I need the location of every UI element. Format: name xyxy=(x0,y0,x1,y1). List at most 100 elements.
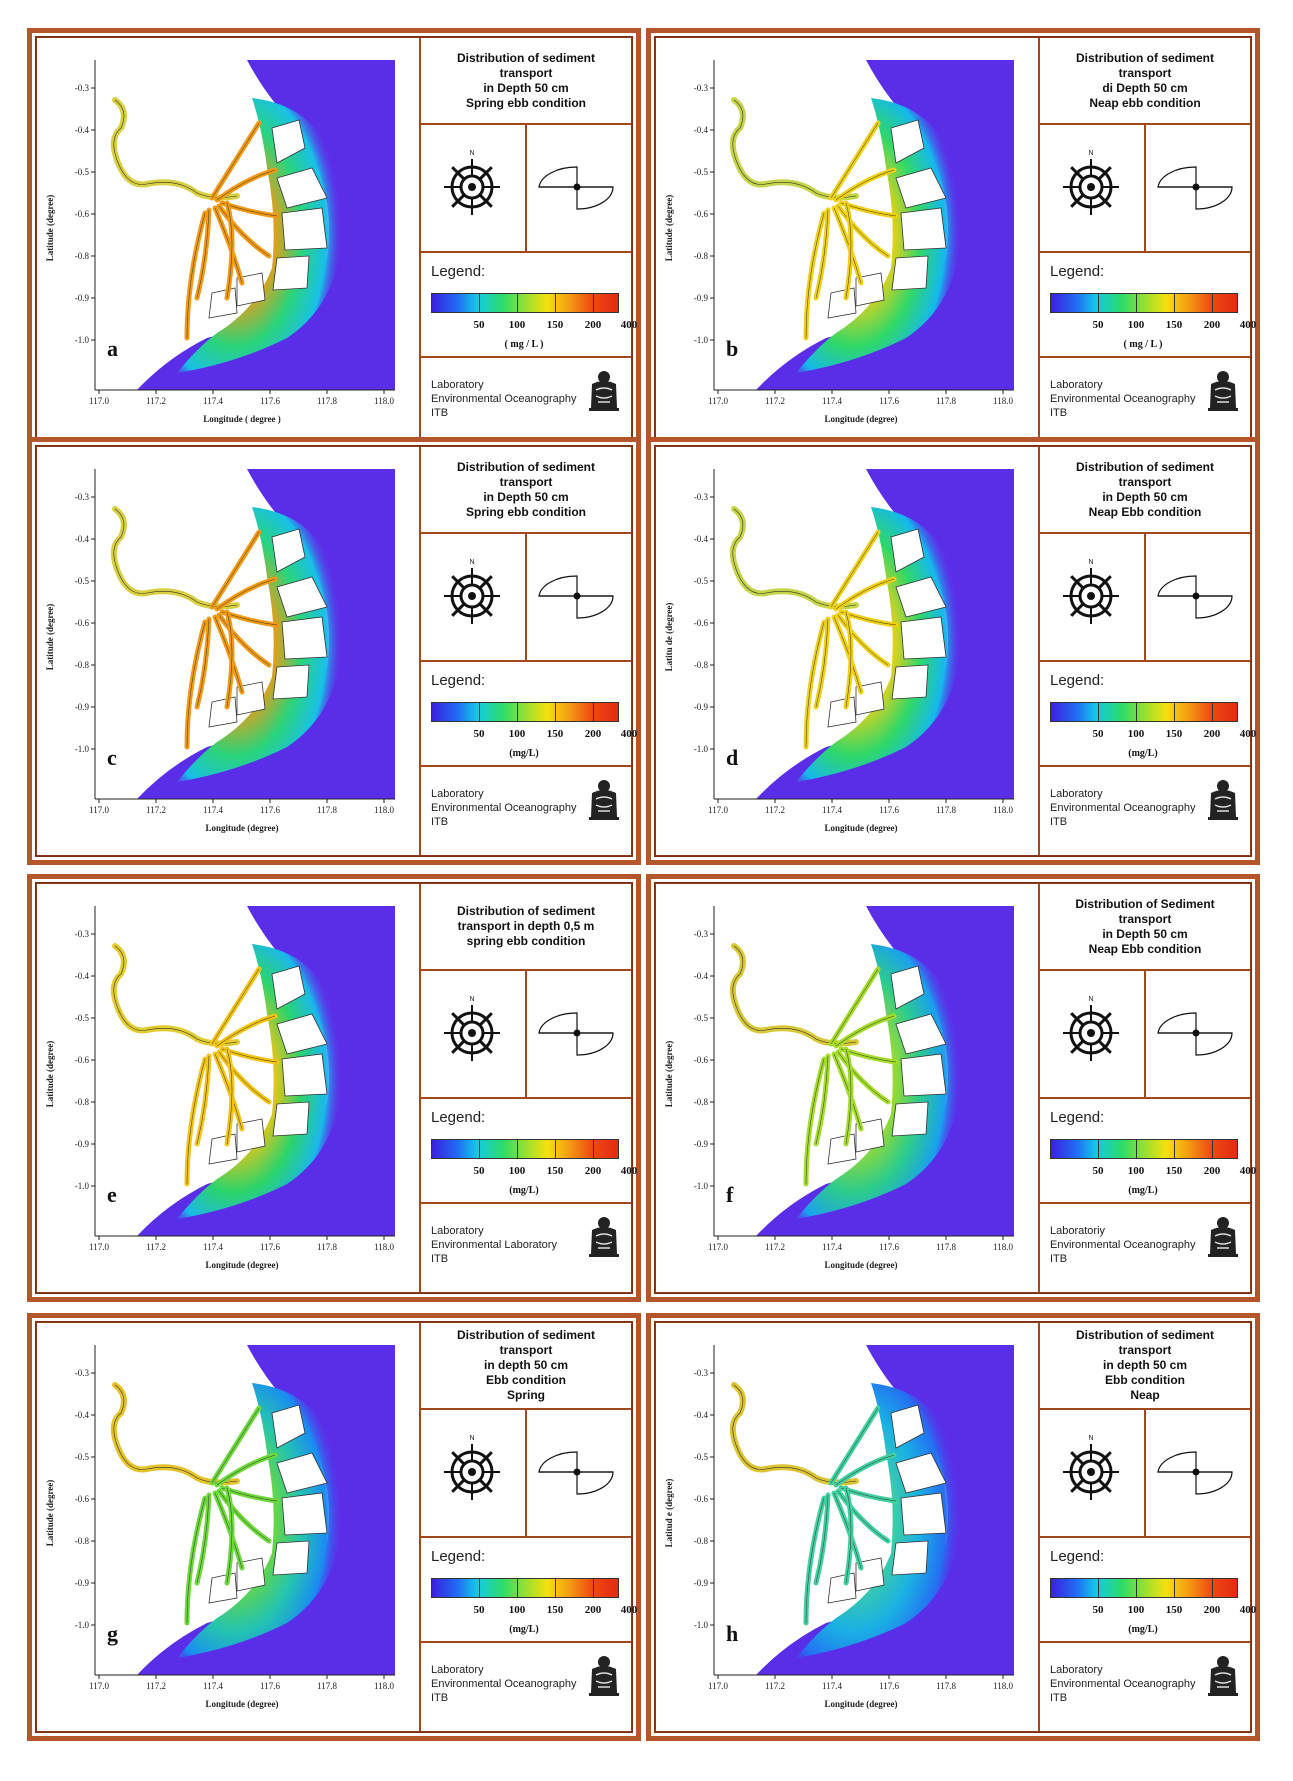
y-tick-label: -0.9 xyxy=(75,1139,90,1149)
legend-color-bar xyxy=(431,293,619,313)
legend-value: 200 xyxy=(584,1604,602,1616)
logo-wrapper xyxy=(1206,1214,1240,1263)
map-plot: 117.0 117.2 117.4 117.6 117.8 118.0 -0.3 -0.4 -0… xyxy=(45,1345,395,1709)
lab-credit: Laboratoriy Environmental Oceanography I… xyxy=(1050,1225,1196,1265)
legend-value: 50 xyxy=(1092,1604,1104,1616)
x-axis-label: Longitude ( degree ) xyxy=(203,414,281,424)
divider xyxy=(1144,534,1146,660)
legend-value: 150 xyxy=(1165,1604,1183,1616)
logo-wrapper xyxy=(1206,777,1240,826)
orientation-box: N xyxy=(1040,971,1250,1099)
legend-value: 100 xyxy=(508,1604,526,1616)
legend-tick xyxy=(1136,1139,1137,1159)
x-tick-label: 117.0 xyxy=(708,1242,728,1252)
compass-wrapper: N xyxy=(441,556,503,631)
y-tick-label: -0.8 xyxy=(75,1536,90,1546)
x-tick-label: 117.6 xyxy=(879,1242,899,1252)
legend-value: 50 xyxy=(473,1604,485,1616)
tide-wrapper xyxy=(537,163,617,218)
y-axis-label: Latitu de (degree) xyxy=(664,603,674,672)
y-tick-label: -0.9 xyxy=(75,702,90,712)
compass-wrapper: N xyxy=(441,147,503,222)
itb-logo-icon xyxy=(1208,371,1238,411)
legend-value: 200 xyxy=(1203,319,1221,331)
info-sidebar: Distribution of Sediment transport in De… xyxy=(1038,884,1256,1292)
x-tick-label: 117.4 xyxy=(822,396,842,406)
panel-inner-frame: 117.0 117.2 117.4 117.6 117.8 118.0 -0.3 -0.4 -0… xyxy=(655,37,1256,447)
legend-value: 50 xyxy=(473,1165,485,1177)
x-tick-label: 117.4 xyxy=(203,1681,223,1691)
x-tick-label: 117.6 xyxy=(260,805,280,815)
legend-tick xyxy=(1098,1578,1099,1598)
logo-wrapper xyxy=(1206,368,1240,417)
panel-inner-frame: 117.0 117.2 117.4 117.6 117.8 118.0 -0.3 -0.4 -0… xyxy=(36,883,637,1293)
info-sidebar: Distribution of sediment transport in de… xyxy=(419,884,637,1292)
legend-value: 150 xyxy=(546,1165,564,1177)
orientation-box: N xyxy=(1040,125,1250,253)
compass-icon: N xyxy=(1063,996,1119,1061)
legend-tick xyxy=(517,702,518,722)
x-tick-label: 117.0 xyxy=(708,1681,728,1691)
legend-label: Legend: xyxy=(1050,263,1105,280)
legend-value: 50 xyxy=(1092,1165,1104,1177)
legend-value: 400 xyxy=(620,319,638,331)
legend-value: 100 xyxy=(1127,728,1145,740)
orientation-box: N xyxy=(1040,1410,1250,1538)
x-axis-label: Longitude (degree) xyxy=(824,823,897,833)
y-tick-label: -0.8 xyxy=(75,1097,90,1107)
panel-letter: d xyxy=(726,745,739,770)
legend-tick xyxy=(1098,702,1099,722)
legend-unit: (mg/L) xyxy=(509,748,539,759)
y-tick-label: -0.4 xyxy=(75,1410,90,1420)
legend-tick xyxy=(517,293,518,313)
divider xyxy=(1144,1410,1146,1536)
legend-value: 400 xyxy=(1239,728,1257,740)
y-tick-label: -0.4 xyxy=(694,971,709,981)
legend-label: Legend: xyxy=(1050,672,1105,689)
x-tick-label: 117.2 xyxy=(765,396,785,406)
itb-logo-icon xyxy=(1208,1217,1238,1257)
divider xyxy=(1144,125,1146,251)
legend-value: 50 xyxy=(473,319,485,331)
y-axis-label: Latitude (degree) xyxy=(45,604,55,671)
legend-unit: (mg/L) xyxy=(509,1185,539,1196)
legend-tick xyxy=(517,1578,518,1598)
x-tick-label: 118.0 xyxy=(993,805,1013,815)
legend-box: Legend: 50 100 150 200 400 (mg/L) xyxy=(1040,662,1256,767)
legend-tick xyxy=(593,1578,594,1598)
compass-wrapper: N xyxy=(1060,147,1122,222)
legend-tick xyxy=(1212,702,1213,722)
y-tick-label: -1.0 xyxy=(694,335,709,345)
legend-tick xyxy=(1212,1578,1213,1598)
credit-box: Laboratory Environmental Oceanography IT… xyxy=(421,358,631,446)
compass-icon: N xyxy=(1063,559,1119,624)
legend-value: 200 xyxy=(1203,728,1221,740)
map-panel-g: 117.0 117.2 117.4 117.6 117.8 118.0 -0.3 -0.4 -0… xyxy=(27,1313,641,1741)
legend-value: 400 xyxy=(1239,1604,1257,1616)
legend-color-bar xyxy=(1050,1139,1238,1159)
legend-tick xyxy=(1212,1139,1213,1159)
legend-label: Legend: xyxy=(431,1109,486,1126)
compass-north-label: N xyxy=(469,559,474,566)
legend-label: Legend: xyxy=(1050,1548,1105,1565)
x-tick-label: 117.6 xyxy=(879,396,899,406)
legend-unit: ( mg / L ) xyxy=(504,339,544,350)
divider xyxy=(1144,971,1146,1097)
logo-wrapper xyxy=(587,1653,621,1702)
legend-tick xyxy=(555,293,556,313)
legend-value: 400 xyxy=(1239,319,1257,331)
y-tick-label: -0.5 xyxy=(694,1452,709,1462)
panel-title: Distribution of sediment transport in de… xyxy=(457,904,595,948)
legend-box: Legend: 50 100 150 200 400 (mg/L) xyxy=(1040,1099,1256,1204)
panel-letter: a xyxy=(107,336,118,361)
x-axis-label: Longitude (degree) xyxy=(824,414,897,424)
compass-north-label: N xyxy=(469,150,474,157)
x-tick-label: 117.4 xyxy=(822,1681,842,1691)
x-tick-label: 118.0 xyxy=(993,396,1013,406)
compass-north-label: N xyxy=(1088,559,1093,566)
panel-inner-frame: 117.0 117.2 117.4 117.6 117.8 118.0 -0.3 -0.4 -0… xyxy=(655,1322,1256,1732)
sediment-map: 117.0 117.2 117.4 117.6 117.8 118.0 -0.3 -0.4 -0… xyxy=(37,1323,419,1731)
y-tick-label: -0.8 xyxy=(75,251,90,261)
divider xyxy=(525,1410,527,1536)
y-axis-label: Latitude (degree) xyxy=(45,1041,55,1108)
